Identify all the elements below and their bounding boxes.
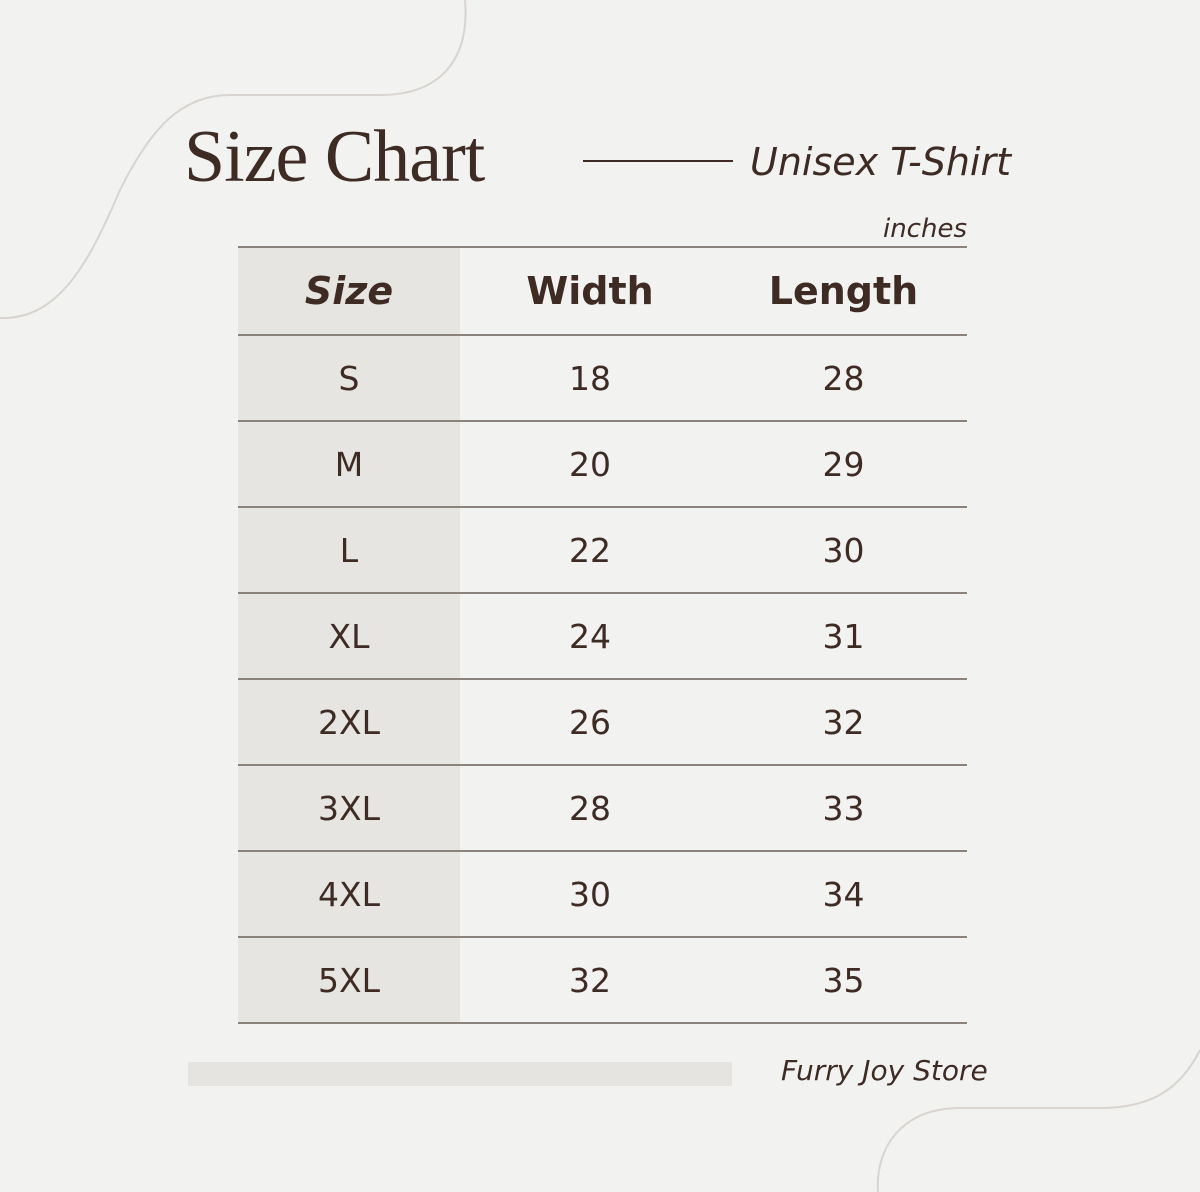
store-name: Furry Joy Store [781, 1054, 988, 1087]
cell-width: 22 [460, 506, 720, 593]
table-row: 5XL 32 35 [238, 936, 967, 1024]
cell-size: 4XL [238, 850, 460, 937]
table-row: S 18 28 [238, 334, 967, 421]
bottom-right-curve [876, 1049, 1200, 1192]
table-row: 4XL 30 34 [238, 850, 967, 937]
title-divider [583, 160, 733, 162]
cell-length: 28 [720, 334, 967, 421]
table-row: L 22 30 [238, 506, 967, 593]
footer-bar [188, 1062, 732, 1086]
cell-width: 18 [460, 334, 720, 421]
cell-length: 31 [720, 592, 967, 679]
table-row: 3XL 28 33 [238, 764, 967, 851]
cell-width: 30 [460, 850, 720, 937]
top-left-curve [0, 0, 467, 320]
cell-length: 35 [720, 936, 967, 1024]
size-table: Size Width Length S 18 28 M 20 29 L 22 30 XL 24 31 2… [238, 246, 967, 1024]
product-subtitle: Unisex T-Shirt [750, 140, 1011, 184]
table-row: M 20 29 [238, 420, 967, 507]
cell-length: 34 [720, 850, 967, 937]
cell-size: XL [238, 592, 460, 679]
table-row: 2XL 26 32 [238, 678, 967, 765]
units-label: inches [882, 214, 967, 244]
column-header-width: Width [460, 246, 720, 335]
cell-size: L [238, 506, 460, 593]
cell-width: 20 [460, 420, 720, 507]
cell-size: 2XL [238, 678, 460, 765]
cell-width: 26 [460, 678, 720, 765]
cell-width: 32 [460, 936, 720, 1024]
cell-length: 32 [720, 678, 967, 765]
cell-length: 33 [720, 764, 967, 851]
page-title: Size Chart [184, 116, 485, 198]
column-header-length: Length [720, 246, 967, 335]
table-header-row: Size Width Length [238, 246, 967, 335]
cell-width: 28 [460, 764, 720, 851]
cell-length: 29 [720, 420, 967, 507]
cell-size: S [238, 334, 460, 421]
table-row: XL 24 31 [238, 592, 967, 679]
cell-size: 3XL [238, 764, 460, 851]
cell-size: M [238, 420, 460, 507]
cell-size: 5XL [238, 936, 460, 1024]
column-header-size: Size [238, 246, 460, 335]
cell-width: 24 [460, 592, 720, 679]
cell-length: 30 [720, 506, 967, 593]
